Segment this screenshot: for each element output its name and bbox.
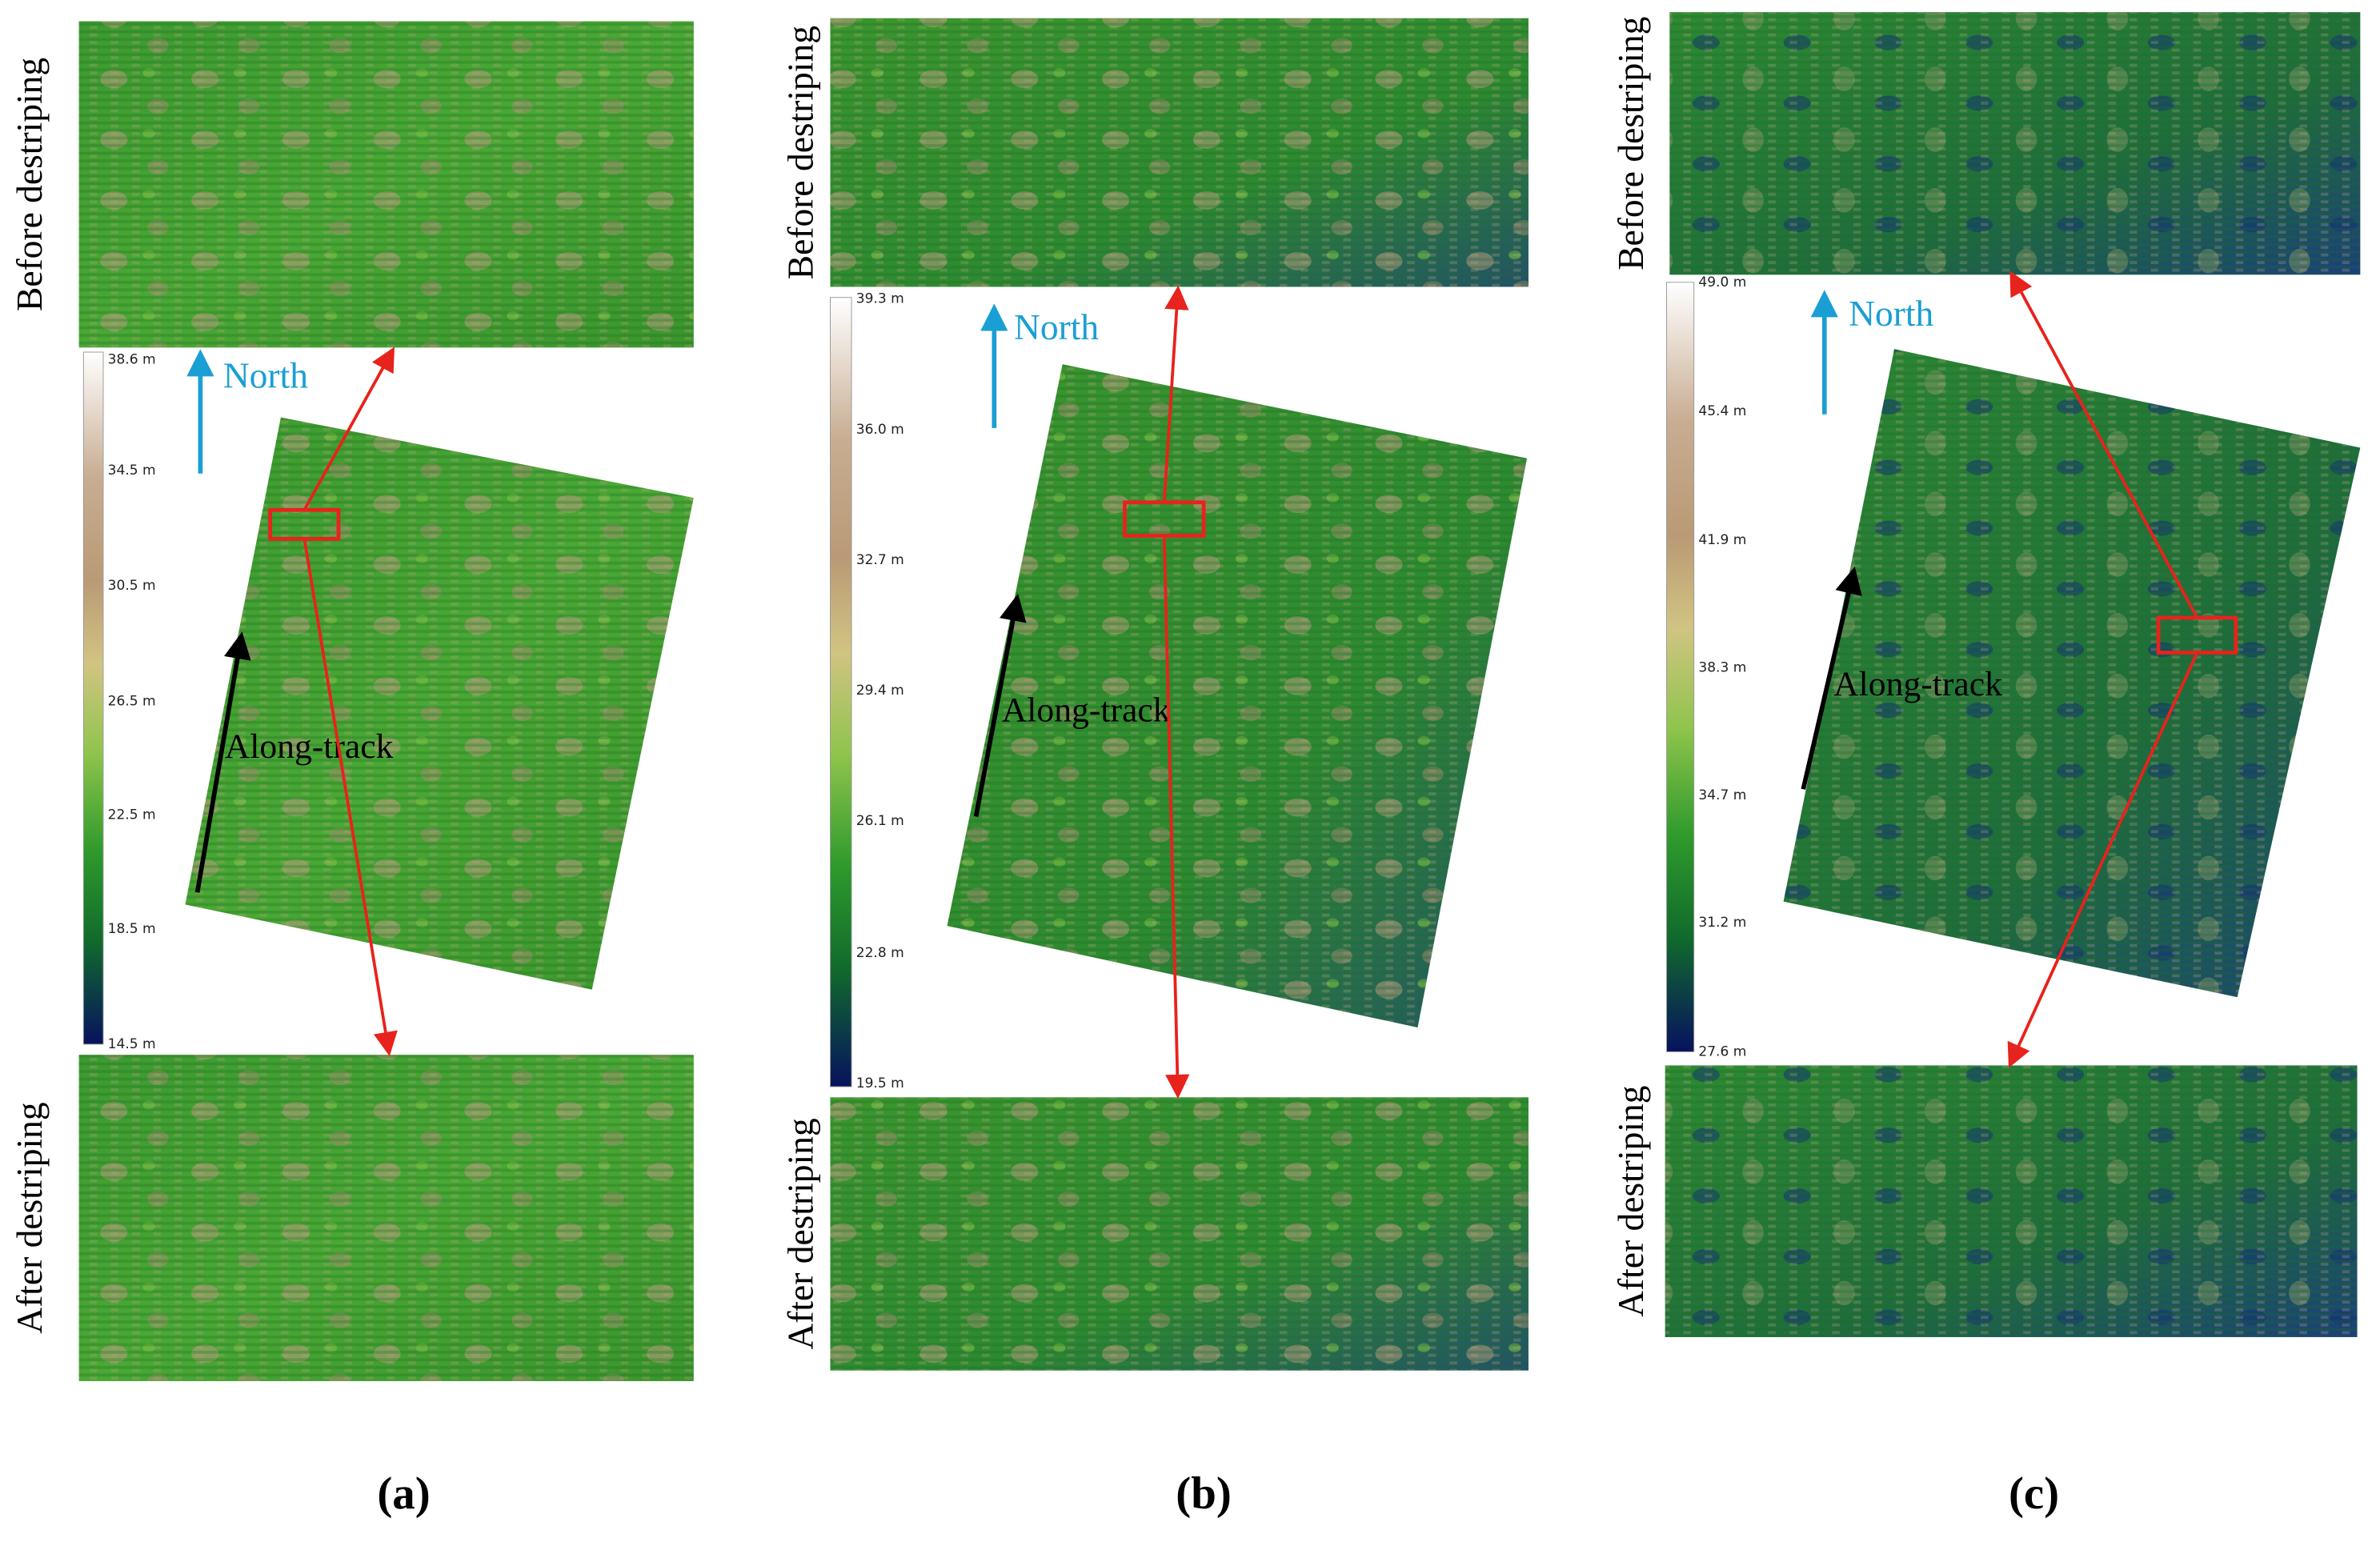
colorbar-tick-label: 18.5 m (108, 921, 156, 937)
image-layer (830, 18, 1529, 287)
image-layer (1665, 1065, 2358, 1337)
before-label: Before destriping (1610, 17, 1651, 270)
north-label: North (223, 355, 308, 396)
zoom-box (268, 507, 341, 541)
zoom-arrow (2007, 651, 2199, 1068)
zoom-arrow (2009, 270, 2199, 619)
colorbar-tick-label: 36.0 m (856, 422, 904, 438)
north-label: North (1014, 306, 1099, 347)
scene-image (947, 364, 1528, 1028)
before-image (1669, 12, 2361, 275)
colorbar-tick-label: 32.7 m (856, 552, 904, 568)
colorbar-tick-label: 30.5 m (108, 578, 156, 594)
colorbar-tick-label: 45.4 m (1698, 403, 1746, 419)
zoom-arrow (303, 346, 395, 511)
image-layer (1669, 12, 2361, 275)
panel: Before destriping After destriping 49.0 m 4… (1610, 12, 2361, 1519)
zoom-arrow (1162, 535, 1190, 1099)
after-label: After destriping (9, 1102, 50, 1333)
colorbar-tick-label: 29.4 m (856, 683, 904, 699)
track-arrow (973, 593, 1027, 817)
scene-image (1783, 349, 2361, 998)
colorbar-tick-label: 38.3 m (1698, 660, 1746, 676)
panel: Before destriping After destriping 38.6 m 3… (9, 21, 694, 1519)
panel-label: (b) (1176, 1468, 1232, 1519)
colorbar-tick-label: 31.2 m (1698, 915, 1746, 931)
after-label: After destriping (780, 1118, 821, 1349)
image-layer (78, 1055, 694, 1381)
image-layer (830, 1097, 1529, 1371)
image-layer (78, 21, 694, 348)
panel: Before destriping After destriping 39.3 m 3… (780, 18, 1529, 1519)
after-image (1665, 1065, 2358, 1337)
scene-layer (1783, 349, 2361, 998)
before-image (830, 18, 1529, 287)
scene-layer (185, 417, 694, 990)
colorbar-tick-label: 26.1 m (856, 813, 904, 829)
track-label: Along-track (1833, 665, 2002, 703)
before-label: Before destriping (780, 26, 821, 279)
before-image (78, 21, 694, 348)
colorbar (830, 297, 852, 1087)
colorbar-tick-label: 34.7 m (1698, 787, 1746, 803)
scene-layer (947, 364, 1528, 1028)
colorbar (82, 351, 104, 1045)
panel-label: (a) (377, 1468, 430, 1519)
track-label: Along-track (225, 727, 394, 766)
zoom-arrow (1162, 285, 1189, 503)
after-image (78, 1055, 694, 1381)
before-label: Before destriping (9, 58, 50, 311)
colorbar-tick-label: 49.0 m (1698, 274, 1746, 290)
north-label: North (1849, 293, 1933, 334)
track-label: Along-track (1002, 691, 1171, 729)
colorbar-tick-label: 22.5 m (108, 807, 156, 823)
colorbar-tick-label: 22.8 m (856, 945, 904, 961)
scene-image (185, 417, 694, 990)
after-label: After destriping (1610, 1086, 1651, 1317)
after-image (830, 1097, 1529, 1371)
panel-label: (c) (2009, 1468, 2059, 1519)
colorbar-tick-label: 26.5 m (108, 693, 156, 709)
zoom-arrow (303, 539, 398, 1056)
track-arrow (194, 631, 251, 893)
colorbar (1666, 282, 1695, 1052)
colorbar-tick-label: 27.6 m (1698, 1043, 1746, 1059)
colorbar-tick-label: 41.9 m (1698, 532, 1746, 548)
track-arrow (1801, 566, 1862, 790)
colorbar-tick-label: 19.5 m (856, 1075, 904, 1091)
colorbar-tick-label: 39.3 m (856, 291, 904, 307)
colorbar-tick-label: 38.6 m (108, 352, 156, 368)
colorbar-tick-label: 14.5 m (108, 1036, 156, 1052)
colorbar-tick-label: 34.5 m (108, 463, 156, 479)
